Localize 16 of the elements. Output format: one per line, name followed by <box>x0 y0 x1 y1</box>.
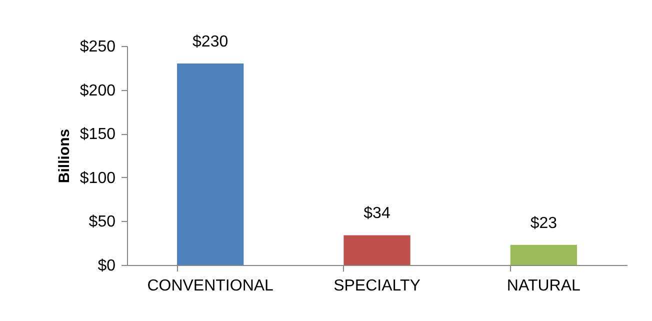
y-tick-label: $0 <box>98 258 116 274</box>
y-tick-label: $200 <box>80 82 116 100</box>
bar <box>510 244 577 265</box>
y-tick-label: $50 <box>88 214 116 231</box>
bar <box>177 64 244 265</box>
y-tick-label: $150 <box>80 126 116 144</box>
y-axis-title: Billions <box>56 128 73 184</box>
data-label: $23 <box>530 214 558 232</box>
y-tick-label: $250 <box>80 38 116 56</box>
x-tick-label: NATURAL <box>506 278 581 294</box>
data-label: $230 <box>192 34 228 51</box>
x-tick-label: CONVENTIONAL <box>147 278 274 294</box>
y-tick-label: $100 <box>80 170 116 187</box>
x-tick-label: SPECIALTY <box>334 278 421 294</box>
bar <box>344 235 410 265</box>
data-label: $34 <box>364 205 390 222</box>
